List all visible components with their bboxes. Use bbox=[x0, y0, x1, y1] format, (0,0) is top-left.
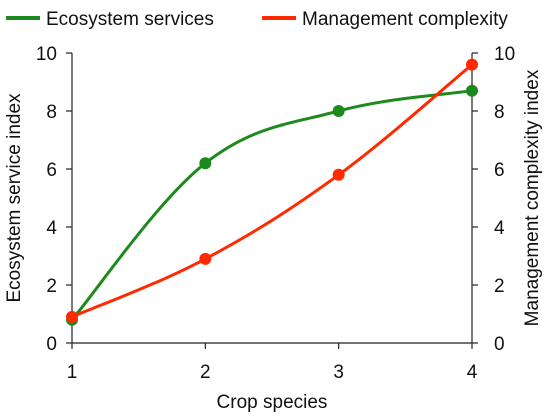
x-tick-label: 3 bbox=[333, 362, 344, 383]
y-right-tick-label: 8 bbox=[494, 102, 505, 123]
series-group bbox=[66, 58, 478, 326]
legend-label-management-complexity: Management complexity bbox=[302, 9, 508, 30]
axes bbox=[66, 52, 478, 349]
data-point-management-complexity bbox=[199, 252, 212, 265]
y-right-tick-label: 2 bbox=[494, 276, 505, 297]
data-point-management-complexity bbox=[332, 168, 345, 181]
x-axis-title: Crop species bbox=[217, 392, 328, 413]
legend-label-ecosystem-services: Ecosystem services bbox=[46, 9, 214, 30]
data-point-management-complexity bbox=[466, 58, 478, 71]
x-tick-label: 4 bbox=[467, 362, 478, 383]
y-left-tick-label: 10 bbox=[36, 44, 57, 65]
y-axis-left-title: Ecosystem service index bbox=[4, 93, 25, 303]
x-tick-label: 1 bbox=[67, 362, 78, 383]
x-tick-label: 2 bbox=[200, 362, 211, 383]
series-line-ecosystem-services bbox=[70, 89, 473, 321]
data-point-ecosystem-services bbox=[199, 157, 212, 170]
y-right-tick-label: 10 bbox=[494, 44, 515, 65]
data-point-management-complexity bbox=[66, 310, 78, 323]
y-left-tick-label: 0 bbox=[46, 334, 57, 355]
y-right-tick-label: 6 bbox=[494, 160, 505, 181]
y-left-tick-label: 4 bbox=[46, 218, 57, 239]
series-line-management-complexity bbox=[71, 63, 473, 319]
data-point-ecosystem-services bbox=[332, 105, 345, 117]
y-left-tick-label: 2 bbox=[46, 276, 57, 297]
y-right-tick-label: 0 bbox=[494, 334, 505, 355]
y-left-tick-label: 8 bbox=[46, 102, 57, 123]
y-right-tick-label: 4 bbox=[494, 218, 505, 239]
y-axis-right-title: Management complexity index bbox=[522, 69, 543, 326]
y-left-tick-label: 6 bbox=[46, 160, 57, 181]
legend: Ecosystem services Management complexity bbox=[6, 9, 508, 30]
data-point-ecosystem-services bbox=[466, 84, 478, 97]
